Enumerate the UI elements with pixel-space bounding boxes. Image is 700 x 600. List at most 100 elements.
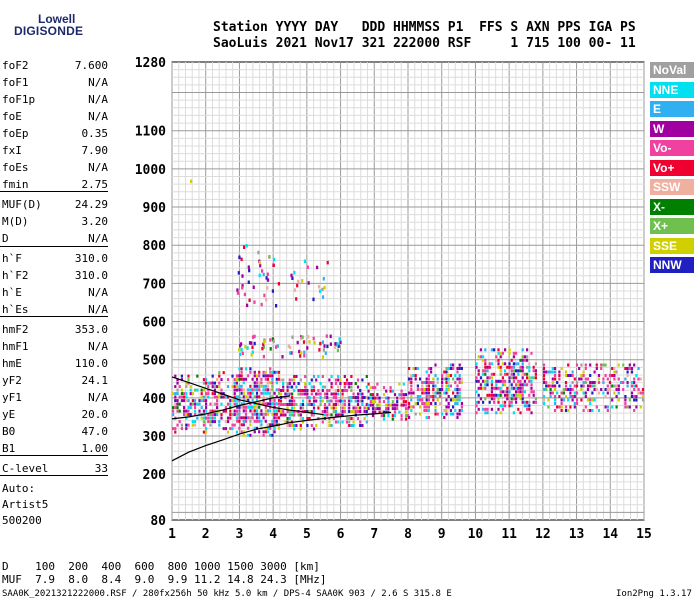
echo-point xyxy=(279,389,283,392)
echo-point xyxy=(542,398,546,402)
echo-point xyxy=(178,385,181,389)
echo-point xyxy=(573,391,576,395)
echo-point xyxy=(484,383,487,387)
echo-point xyxy=(301,392,305,396)
echo-point xyxy=(227,378,230,382)
echo-point xyxy=(445,388,448,391)
echo-point xyxy=(299,354,302,358)
echo-point xyxy=(586,384,590,388)
echo-point xyxy=(495,386,498,390)
y-tick-label: 1100 xyxy=(135,125,166,140)
echo-point xyxy=(185,413,188,417)
echo-point xyxy=(323,385,327,389)
echo-point xyxy=(615,370,618,374)
echo-point xyxy=(359,420,362,424)
param-value: N/A xyxy=(88,391,108,404)
param-value: 3.20 xyxy=(81,215,109,228)
x-tick-label: 9 xyxy=(438,527,446,542)
echo-point xyxy=(423,391,426,395)
echo-point xyxy=(190,179,193,184)
x-tick-label: 13 xyxy=(569,527,585,542)
echo-point xyxy=(299,392,302,396)
echo-point xyxy=(220,395,223,399)
echo-point xyxy=(266,412,270,416)
echo-point xyxy=(322,277,325,281)
echo-point xyxy=(490,393,493,397)
echo-point xyxy=(458,398,461,402)
echo-point xyxy=(389,389,392,393)
param-value: 7.600 xyxy=(74,59,108,72)
echo-point xyxy=(308,399,311,403)
echo-point xyxy=(321,375,324,378)
echo-point xyxy=(242,377,245,381)
echo-point xyxy=(602,381,605,384)
echo-point xyxy=(593,388,596,391)
echo-point xyxy=(293,375,296,378)
echo-point xyxy=(547,405,550,409)
echo-point xyxy=(183,392,186,396)
echo-point xyxy=(180,423,183,427)
echo-point xyxy=(238,255,241,259)
param-label: foE xyxy=(2,110,22,123)
echo-point xyxy=(447,384,450,388)
echo-point xyxy=(460,367,463,370)
echo-point xyxy=(512,372,515,376)
echo-point xyxy=(378,407,381,411)
echo-point xyxy=(519,365,522,369)
echo-point xyxy=(484,372,487,376)
echo-point xyxy=(310,378,313,382)
echo-point xyxy=(425,391,428,395)
echo-point xyxy=(499,369,502,373)
echo-point xyxy=(404,407,408,411)
echo-point xyxy=(510,404,513,408)
echo-point xyxy=(277,402,281,406)
echo-point xyxy=(443,377,446,381)
echo-point xyxy=(236,398,239,402)
echo-point xyxy=(269,426,272,430)
echo-point xyxy=(497,362,500,366)
param-value: N/A xyxy=(88,286,108,299)
echo-point xyxy=(185,427,188,431)
echo-point xyxy=(361,396,364,399)
echo-point xyxy=(323,403,327,406)
echo-point xyxy=(288,420,291,424)
echo-point xyxy=(174,399,177,403)
echo-point xyxy=(630,367,634,370)
echo-point xyxy=(262,340,266,344)
echo-point xyxy=(532,400,535,404)
echo-point xyxy=(449,363,452,367)
echo-point xyxy=(243,245,246,249)
echo-point xyxy=(253,395,256,399)
echo-point xyxy=(253,370,256,374)
echo-point xyxy=(260,412,263,416)
echo-point xyxy=(174,385,177,389)
param-label: fmin xyxy=(2,178,29,191)
echo-point xyxy=(385,389,388,393)
echo-point xyxy=(348,396,351,399)
echo-point xyxy=(575,384,579,388)
echo-point xyxy=(571,398,574,402)
echo-point xyxy=(293,378,296,382)
echo-point xyxy=(454,381,457,384)
echo-point xyxy=(604,395,607,398)
echo-point xyxy=(617,391,620,395)
echo-point xyxy=(211,409,214,413)
echo-point xyxy=(389,386,392,390)
echo-point xyxy=(343,403,346,406)
echo-point xyxy=(185,399,188,403)
echo-point xyxy=(504,383,507,387)
echo-point xyxy=(241,351,244,356)
echo-point xyxy=(495,393,498,397)
echo-point xyxy=(454,409,457,412)
echo-point xyxy=(477,372,480,376)
echo-point xyxy=(258,419,261,423)
echo-point xyxy=(490,397,493,401)
echo-point xyxy=(578,367,581,370)
echo-point xyxy=(310,392,313,396)
echo-point xyxy=(242,419,245,423)
echo-point xyxy=(310,410,313,413)
echo-point xyxy=(271,289,274,293)
echo-point xyxy=(213,420,216,424)
echo-point xyxy=(293,413,296,417)
x-tick-label: 5 xyxy=(303,527,311,542)
